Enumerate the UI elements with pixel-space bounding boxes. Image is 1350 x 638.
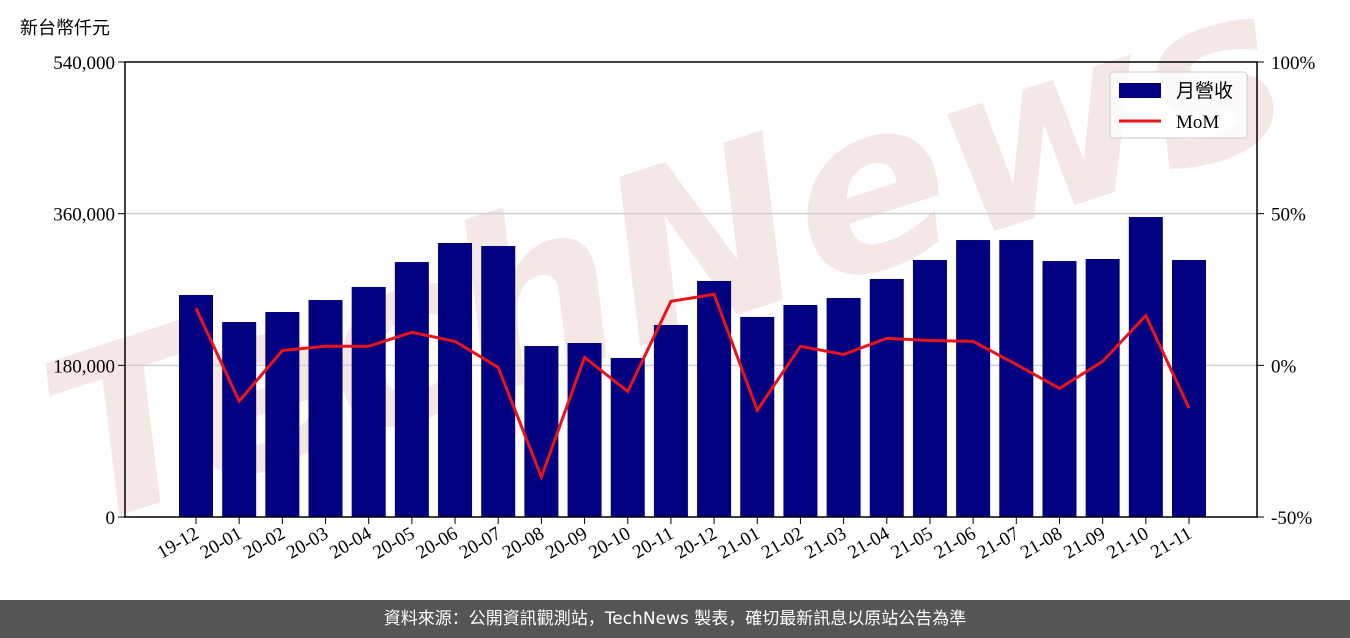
- x-tick-label: 20-10: [585, 523, 634, 563]
- y-axis-label: 新台幣仟元: [20, 18, 110, 39]
- legend-swatch: [1119, 83, 1161, 98]
- legend-label: MoM: [1176, 112, 1219, 133]
- x-tick-label: 20-05: [369, 523, 418, 563]
- bar: [351, 286, 386, 517]
- bar: [394, 262, 429, 517]
- bar: [999, 240, 1034, 518]
- y-tick-label: 360,000: [53, 205, 115, 226]
- x-tick-label: 21-02: [758, 523, 807, 563]
- x-tick-label: 21-06: [931, 523, 980, 563]
- bar: [179, 294, 213, 517]
- x-tick-label: 20-06: [413, 523, 462, 563]
- x-tick-label: 20-11: [629, 523, 677, 563]
- y2-tick-label: 50%: [1271, 205, 1306, 226]
- chart: 新台幣仟元 TechNews 0180,000360,000540,000-50…: [15, 0, 1316, 580]
- plot-frame: [124, 61, 1258, 518]
- x-tick-label: 21-03: [801, 523, 850, 563]
- bar: [826, 298, 861, 517]
- x-tick-label: 20-08: [499, 523, 548, 563]
- x-tick-label: 21-05: [888, 523, 937, 563]
- bar: [610, 358, 645, 517]
- bar: [1172, 260, 1206, 517]
- y-tick-label: 0: [106, 508, 116, 529]
- bar: [524, 346, 559, 517]
- y-tick-label: 540,000: [53, 53, 115, 74]
- footer: 資料來源：公開資訊觀測站，TechNews 製表，確切最新訊息以原站公告為準: [0, 600, 1350, 638]
- bar: [567, 343, 602, 517]
- bar: [740, 316, 775, 517]
- bar: [783, 305, 818, 517]
- x-tick-label: 21-10: [1103, 523, 1152, 563]
- x-tick-label: 21-09: [1060, 523, 1109, 563]
- x-tick-label: 21-11: [1147, 523, 1195, 563]
- x-tick-label: 20-09: [542, 523, 591, 563]
- bar: [265, 311, 300, 517]
- y2-tick-label: -50%: [1271, 508, 1312, 529]
- legend-label: 月營收: [1176, 80, 1233, 102]
- bar: [308, 300, 343, 517]
- x-tick-label: 21-08: [1017, 523, 1066, 563]
- bar: [481, 246, 516, 517]
- x-tick-label: 21-04: [844, 523, 893, 564]
- bar: [1085, 258, 1120, 517]
- x-tick-label: 20-03: [283, 523, 332, 563]
- bar: [1128, 217, 1163, 517]
- bar: [697, 280, 732, 517]
- bar: [653, 324, 688, 517]
- x-tick-label: 20-12: [672, 523, 721, 563]
- y2-tick-label: 0%: [1271, 356, 1297, 377]
- line: [194, 292, 1191, 482]
- x-tick-label: 20-04: [326, 523, 375, 564]
- bar: [438, 242, 473, 517]
- y2-tick-label: 100%: [1271, 53, 1316, 74]
- x-tick-label: 21-07: [974, 523, 1023, 563]
- bar: [956, 240, 991, 518]
- y-tick-label: 180,000: [53, 356, 115, 377]
- bar: [222, 322, 257, 517]
- bar: [869, 278, 904, 517]
- x-tick-label: 20-07: [456, 523, 505, 563]
- bar: [912, 260, 947, 517]
- x-tick-label: 21-01: [715, 523, 764, 563]
